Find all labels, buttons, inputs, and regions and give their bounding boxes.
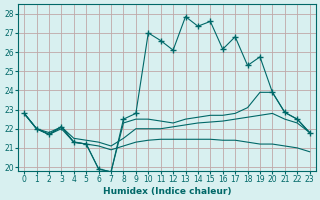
X-axis label: Humidex (Indice chaleur): Humidex (Indice chaleur) — [103, 187, 231, 196]
